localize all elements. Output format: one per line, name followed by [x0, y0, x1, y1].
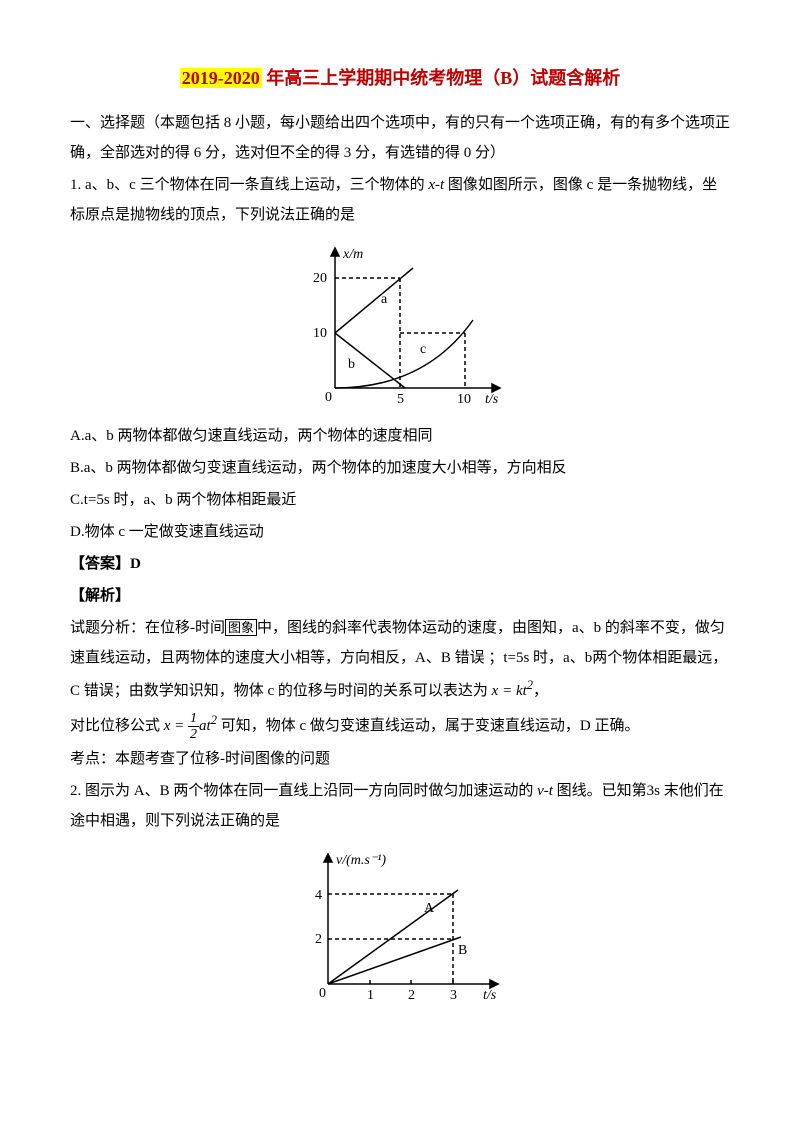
title-rest: 年高三上学期期中统考物理（B）试题含解析	[262, 68, 621, 88]
chart2-vt-graph: v/(m.s⁻¹) t/s 4 2 1 2 3 0 A B	[283, 844, 518, 1009]
q1-stem-text1: 1. a、b、c 三个物体在同一条直线上运动，三个物体的	[70, 177, 428, 193]
chart2-xlabel: t/s	[483, 988, 497, 1003]
chart1-xtick-5: 5	[397, 392, 404, 407]
q2-stem-text1: 2. 图示为 A、B 两个物体在同一直线上沿同一方向同时做匀加速运动的	[70, 783, 537, 799]
answer-value: D	[130, 556, 141, 572]
formula1-lhs: x = kt	[492, 683, 527, 699]
page-title: 2019-2020 年高三上学期期中统考物理（B）试题含解析	[70, 60, 730, 96]
chart2-label-b: B	[458, 943, 467, 958]
chart2-label-a: A	[424, 901, 435, 916]
formula2-rhs: at	[199, 718, 211, 734]
chart1-origin: 0	[325, 390, 332, 405]
q1-option-d: D.物体 c 一定做变速直线运动	[70, 517, 730, 547]
title-year: 2019-2020	[180, 68, 262, 88]
chart2-xtick-3: 3	[450, 988, 457, 1003]
fraction-half: 12	[188, 711, 199, 743]
q1-analysis-p1a: 试题分析：在位移-时间	[70, 620, 225, 636]
q1-option-c: C.t=5s 时，a、b 两个物体相距最近	[70, 485, 730, 515]
chart1-xt-graph: x/m t/s 20 10 5 10 0 a b c	[285, 238, 515, 413]
chart1-label-a: a	[381, 292, 388, 307]
chart2-ylabel: v/(m.s⁻¹)	[336, 853, 386, 868]
frac-num: 1	[188, 711, 199, 727]
q1-analysis-p2b: 可知，物体 c 做匀变速直线运动，属于变速直线运动，D 正确。	[217, 718, 640, 734]
q1-analysis-p2: 对比位移公式 x = 12at2 可知，物体 c 做匀变速直线运动，属于变速直线…	[70, 708, 730, 742]
chart1-ytick-10: 10	[313, 326, 327, 341]
q1-kaodian: 考点：本题考查了位移-时间图像的问题	[70, 744, 730, 774]
q1-analysis-label: 【解析】	[70, 581, 730, 611]
q1-option-b: B.a、b 两物体都做匀变速直线运动，两个物体的加速度大小相等，方向相反	[70, 453, 730, 483]
chart2-ytick-4: 4	[315, 888, 322, 903]
q1-option-a: A.a、b 两物体都做匀速直线运动，两个物体的速度相同	[70, 421, 730, 451]
answer-label: 【答案】	[70, 556, 130, 572]
q1-analysis-p2a: 对比位移公式	[70, 718, 164, 734]
q2-stem-var: v-t	[537, 783, 553, 799]
q1-analysis-p1c: ，	[533, 683, 548, 699]
chart2-ytick-2: 2	[315, 932, 322, 947]
chart2-xtick-2: 2	[408, 988, 415, 1003]
chart1-xtick-10: 10	[457, 392, 471, 407]
chart2-origin: 0	[319, 986, 326, 1001]
q1-stem-var: x-t	[428, 177, 444, 193]
q1-analysis-boxed: 图象	[225, 619, 257, 636]
chart1-ylabel: x/m	[342, 247, 363, 262]
q1-stem: 1. a、b、c 三个物体在同一条直线上运动，三个物体的 x-t 图像如图所示，…	[70, 170, 730, 230]
chart1-label-c: c	[420, 342, 426, 357]
section-header: 一、选择题（本题包括 8 小题，每小题给出四个选项中，有的只有一个选项正确，有的…	[70, 108, 730, 168]
chart1-label-b: b	[348, 357, 355, 372]
chart1-ytick-20: 20	[313, 271, 327, 286]
chart2-xtick-1: 1	[367, 988, 374, 1003]
formula2-lhs: x =	[164, 718, 188, 734]
q1-formula1: x = kt2	[492, 683, 533, 699]
chart1-xlabel: t/s	[485, 392, 499, 407]
q2-stem: 2. 图示为 A、B 两个物体在同一直线上沿同一方向同时做匀加速运动的 v-t …	[70, 776, 730, 836]
q1-analysis-p1: 试题分析：在位移-时间图象中，图线的斜率代表物体运动的速度，由图知，a、b 的斜…	[70, 613, 730, 706]
q1-formula2: x = 12at2	[164, 718, 217, 734]
q1-answer: 【答案】D	[70, 549, 730, 579]
frac-den: 2	[188, 727, 199, 742]
